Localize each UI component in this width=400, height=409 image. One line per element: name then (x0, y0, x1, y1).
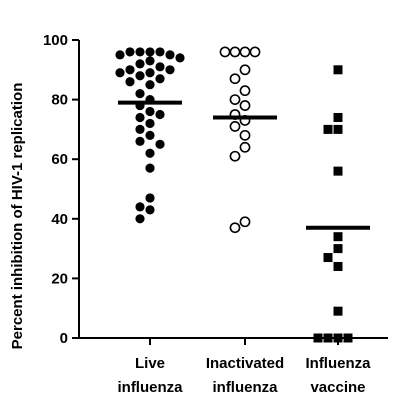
data-point-filled-circle (125, 65, 135, 75)
y-axis-label: Percent inhibition of HIV-1 replication (9, 83, 26, 350)
data-point-square (333, 166, 343, 176)
data-point-open-circle (239, 141, 251, 153)
data-point-filled-circle (155, 74, 165, 84)
category-label-line2: influenza (117, 379, 183, 396)
data-point-filled-circle (115, 68, 125, 78)
data-point-open-circle (239, 64, 251, 76)
category-label-line2: vaccine (310, 379, 365, 396)
y-tick-label: 40 (51, 211, 68, 228)
data-point-open-circle (219, 46, 231, 58)
data-point-filled-circle (155, 47, 165, 57)
category-ticks (149, 338, 339, 345)
data-points (115, 46, 353, 343)
data-point-filled-circle (135, 124, 145, 134)
data-point-filled-circle (125, 77, 135, 87)
data-point-filled-circle (135, 89, 145, 99)
data-point-square (313, 333, 323, 343)
data-point-square (323, 333, 333, 343)
data-point-filled-circle (135, 112, 145, 123)
data-point-square (333, 65, 343, 75)
data-point-filled-circle (145, 163, 155, 173)
data-point-square (333, 261, 343, 271)
data-point-square (333, 124, 343, 134)
data-point-open-circle (229, 73, 241, 85)
data-point-filled-circle (135, 136, 145, 146)
data-point-filled-circle (175, 53, 185, 63)
data-point-square (333, 306, 343, 316)
data-point-open-circle (239, 216, 251, 228)
data-point-open-circle (229, 94, 241, 105)
data-point-filled-circle (155, 62, 165, 72)
data-point-square (343, 333, 353, 343)
data-point-square (333, 333, 343, 343)
mean-bars (118, 100, 370, 230)
data-point-filled-circle (145, 106, 155, 117)
y-axis-label-group: Percent inhibition of HIV-1 replication (9, 83, 26, 350)
category-labels: Live influenza Inactivated influenza Influen… (117, 355, 371, 396)
data-point-filled-circle (145, 193, 155, 203)
y-tick-label: 0 (60, 330, 68, 347)
data-point-filled-circle (165, 65, 175, 75)
data-point-filled-circle (135, 202, 145, 212)
data-point-square (323, 124, 333, 134)
data-point-open-circle (229, 46, 241, 58)
category-label-line2: influenza (212, 379, 278, 396)
data-point-filled-circle (155, 139, 165, 149)
data-point-filled-circle (145, 205, 155, 215)
category-label-line1: Inactivated (206, 355, 284, 372)
data-point-filled-circle (145, 118, 155, 129)
y-tick-label: 80 (51, 92, 68, 109)
data-point-filled-circle (145, 148, 155, 158)
data-point-square (323, 253, 333, 263)
y-tick-label: 100 (43, 32, 68, 49)
data-point-filled-circle (135, 47, 145, 57)
data-point-open-circle (229, 222, 241, 234)
data-point-filled-circle (155, 109, 165, 120)
data-point-square (333, 232, 343, 242)
data-point-filled-circle (145, 56, 155, 66)
data-point-filled-circle (165, 50, 175, 60)
data-point-filled-circle (145, 47, 155, 57)
data-point-open-circle (239, 100, 251, 111)
data-point-open-circle (229, 150, 241, 162)
data-point-filled-circle (135, 59, 145, 69)
data-point-filled-circle (115, 50, 125, 60)
data-point-open-circle (229, 121, 241, 132)
data-point-open-circle (239, 46, 251, 58)
data-point-open-circle (239, 85, 251, 97)
y-ticks: 0 20 40 60 80 100 (43, 32, 79, 347)
data-point-filled-circle (145, 68, 155, 78)
data-point-square (333, 112, 343, 122)
category-label-line1: Influenza (305, 355, 371, 372)
data-point-square (333, 244, 343, 254)
data-point-filled-circle (145, 80, 155, 90)
y-tick-label: 60 (51, 151, 68, 168)
category-label-line1: Live (135, 355, 165, 372)
data-point-filled-circle (145, 130, 155, 140)
y-tick-label: 20 (51, 270, 68, 287)
data-point-open-circle (249, 46, 261, 58)
data-point-filled-circle (135, 71, 145, 81)
data-point-filled-circle (125, 47, 135, 57)
data-point-open-circle (239, 129, 251, 141)
data-point-filled-circle (135, 214, 145, 224)
